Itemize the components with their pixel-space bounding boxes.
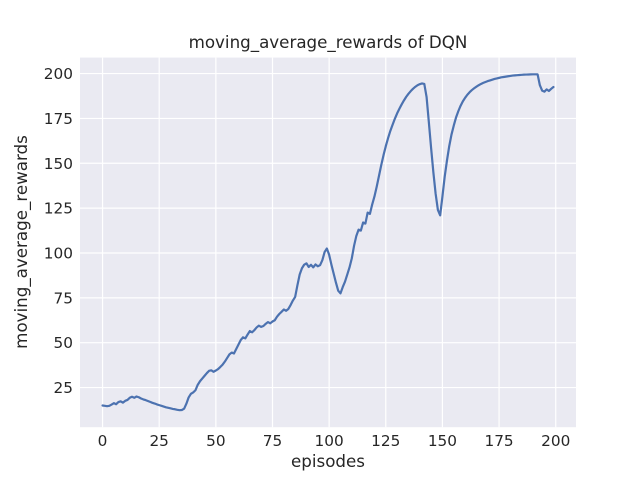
y-tick-label: 50 [54,334,73,352]
x-tick-label: 0 [98,432,108,450]
y-tick-label: 25 [54,379,73,397]
x-axis-label: episodes [291,451,365,471]
x-tick-label: 50 [206,432,225,450]
y-tick-label: 125 [44,200,73,218]
y-tick-label: 175 [44,110,73,128]
x-tick-label: 75 [263,432,282,450]
y-axis-label: moving_average_rewards [11,135,32,349]
y-tick-label: 150 [44,155,73,173]
x-tick-labels: 0 25 50 75 100 125 150 175 200 [98,432,571,450]
y-tick-labels: 25 50 75 100 125 150 175 200 [44,65,73,397]
x-tick-label: 200 [541,432,570,450]
data-line [101,73,555,412]
y-tick-label: 100 [44,244,73,262]
x-tick-label: 150 [428,432,457,450]
plot-area [80,57,576,428]
x-tick-label: 125 [371,432,400,450]
series-lines [101,73,555,412]
y-tick-label: 200 [44,65,73,83]
x-tick-label: 175 [484,432,513,450]
x-tick-label: 25 [149,432,168,450]
x-tick-label: 100 [315,432,344,450]
chart-title: moving_average_rewards of DQN [189,32,468,53]
y-tick-label: 75 [54,289,73,307]
